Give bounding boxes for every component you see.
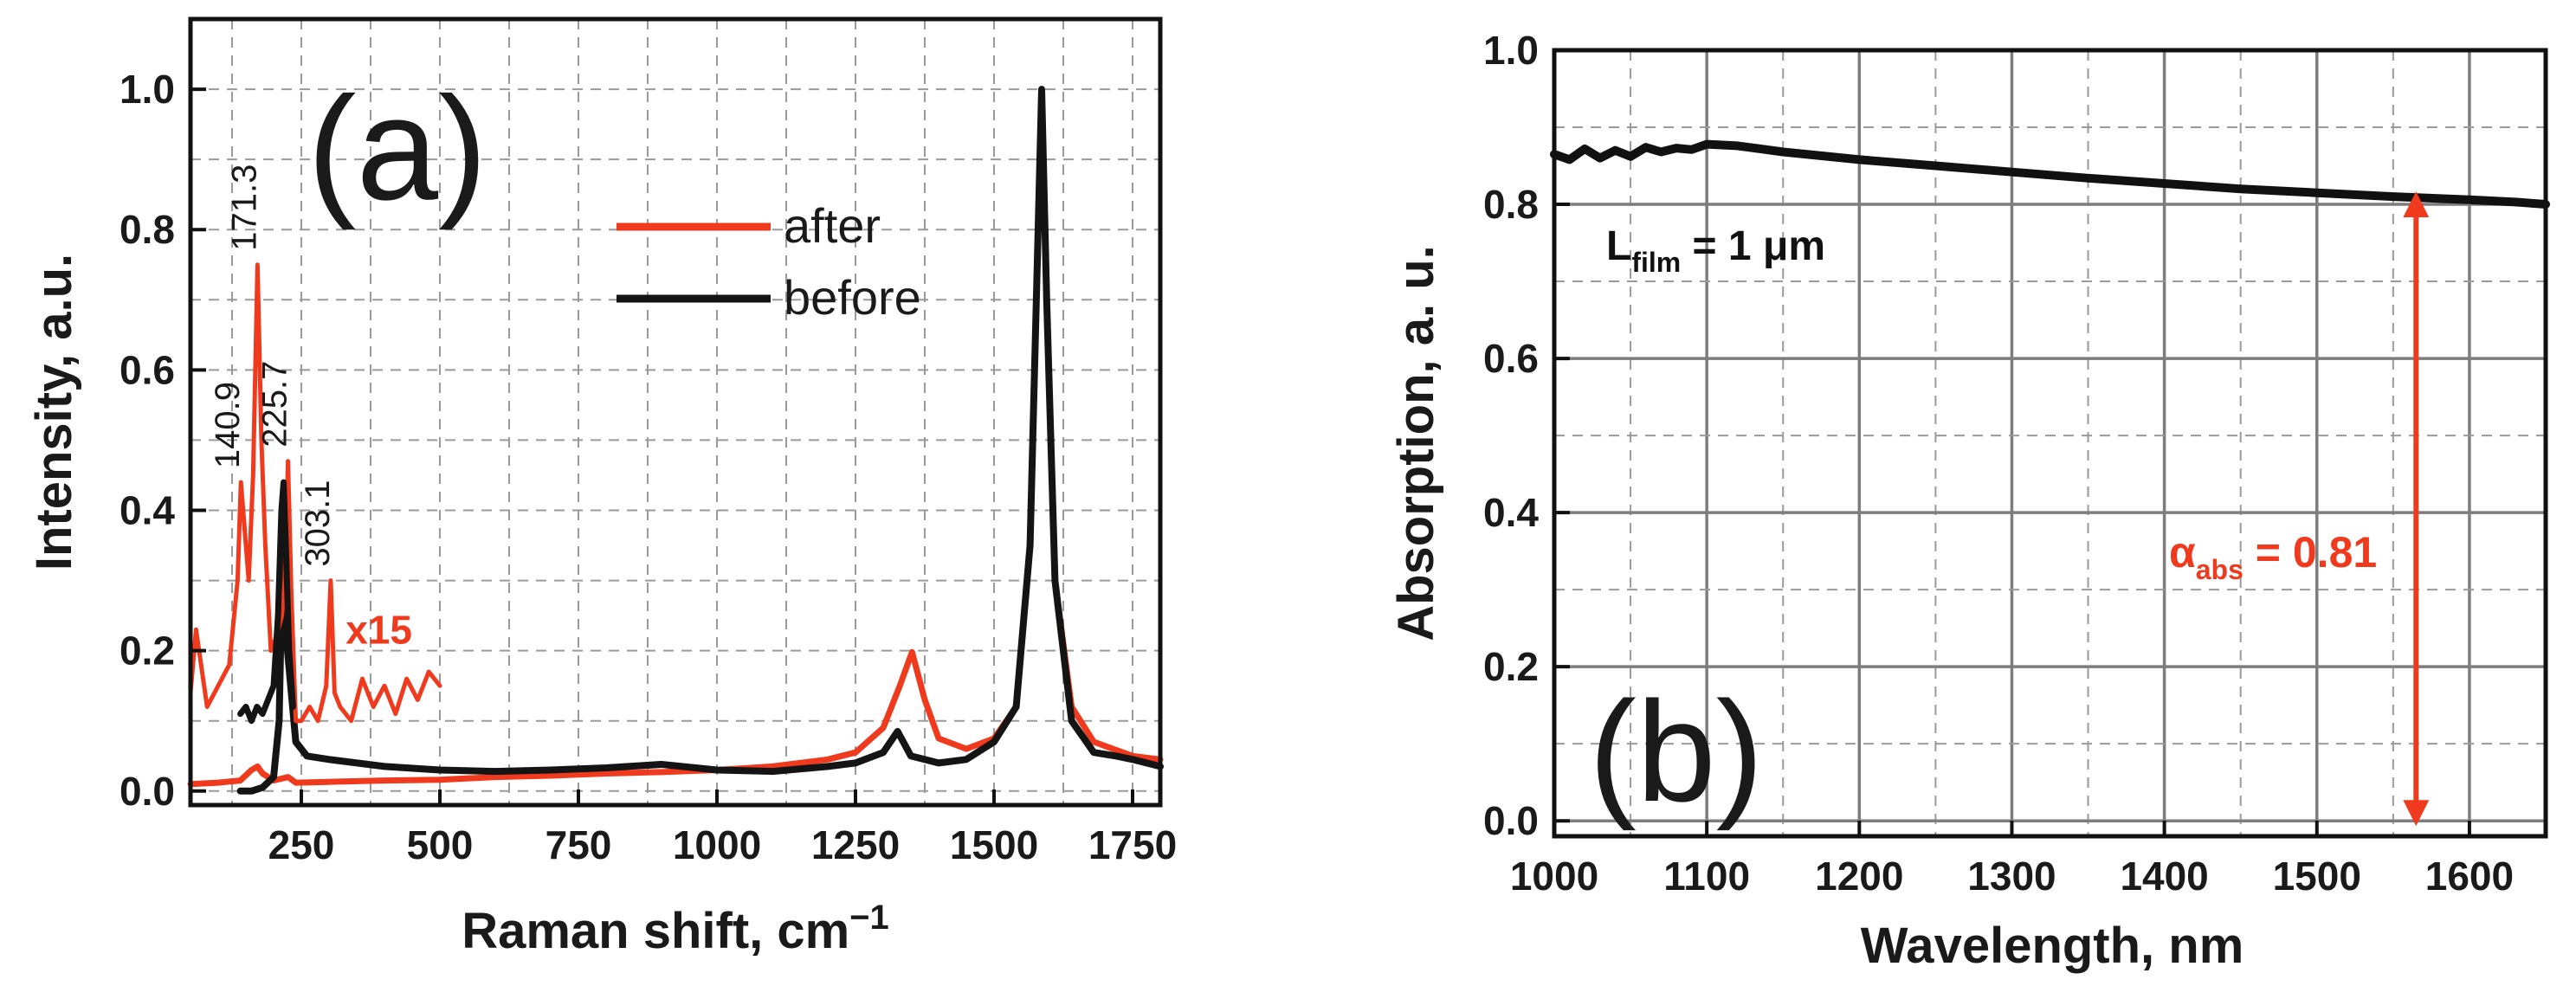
absorption-coefficient-label: αabs = 0.81 (2169, 528, 2377, 585)
raman-legend: after before (617, 198, 921, 325)
b-y-tick-label: 0.4 (1483, 490, 1539, 535)
a-x-tick-label: 250 (268, 822, 335, 867)
b-x-tick-label: 1100 (1663, 854, 1750, 899)
b-x-tick-label: 1500 (2273, 854, 2361, 899)
a-x-tick-label: 500 (407, 822, 474, 867)
panel-label-b: (b) (1589, 672, 1764, 831)
raman-scale-label: x15 (345, 608, 412, 653)
absorption-y-axis-title: Absorption, a. u. (1388, 245, 1444, 641)
raman-x-ticks: 250 500 750 1000 1250 1500 1750 (268, 789, 1177, 867)
legend-label-after: after (784, 198, 881, 253)
absorption-panel: 1000 1100 1200 1300 1400 1500 1600 0.00.20.40.… (1388, 28, 2550, 974)
absorption-x-ticks: 1000 1100 1200 1300 1400 1500 1600 (1510, 821, 2514, 899)
raman-y-axis-title: Intensity, a.u. (26, 254, 82, 570)
a-y-tick-label: 0.8 (119, 207, 175, 252)
a-x-tick-label: 1500 (950, 822, 1038, 867)
absorption-series (1550, 139, 2550, 209)
a-y-tick-label: 0.4 (119, 488, 175, 533)
film-thickness-label: Lfilm = 1 μm (1606, 223, 1825, 278)
absorption-plot-frame (1552, 48, 2548, 839)
b-x-tick-label: 1200 (1815, 854, 1903, 899)
b-x-tick-label: 1400 (2120, 854, 2208, 899)
raman-panel: 250 500 750 1000 1250 1500 1750 0.00.20.40.60.… (26, 16, 1177, 959)
b-x-tick-label: 1300 (1967, 854, 2056, 899)
a-series-line-before-x15 (237, 479, 296, 725)
a-series-line-after-x15 (188, 262, 442, 724)
a-y-tick-label: 1.0 (119, 67, 175, 112)
raman-peak-label: 171.3 (225, 164, 263, 251)
raman-y-ticks: 0.0 0.2 0.4 0.6 0.8 1.0 (119, 67, 206, 814)
raman-peak-label: 303.1 (299, 480, 337, 566)
raman-peak-label: 140.9 (209, 382, 247, 468)
a-y-tick-label: 0.6 (119, 347, 175, 392)
b-y-tick-label: 0.0 (1483, 798, 1539, 843)
a-y-tick-label: 0.0 (119, 769, 175, 814)
a-x-tick-label: 750 (546, 822, 612, 867)
raman-plot-frame (188, 16, 1163, 808)
absorption-y-ticks: 0.0 0.2 0.4 0.6 0.8 1.0 (1483, 28, 1570, 843)
b-y-tick-label: 0.2 (1483, 644, 1539, 689)
b-y-tick-label: 1.0 (1483, 28, 1539, 73)
b-x-tick-label: 1000 (1510, 854, 1598, 899)
a-x-tick-label: 1250 (811, 822, 900, 867)
panel-label-a: (a) (307, 67, 487, 231)
b-series-line-absorption (1550, 139, 2550, 209)
legend-label-before: before (784, 270, 921, 325)
raman-peak-label: 225.7 (256, 361, 294, 448)
b-x-tick-label: 1600 (2425, 854, 2514, 899)
b-y-tick-label: 0.6 (1483, 336, 1539, 381)
raman-series (187, 86, 1164, 795)
b-y-tick-label: 0.8 (1483, 182, 1539, 227)
absorption-x-axis-title: Wavelength, nm (1861, 918, 2244, 974)
raman-x-axis-title: Raman shift, cm−1 (462, 899, 889, 959)
a-x-tick-label: 1750 (1088, 822, 1177, 867)
a-y-tick-label: 0.2 (119, 628, 175, 673)
a-x-tick-label: 1000 (673, 822, 761, 867)
